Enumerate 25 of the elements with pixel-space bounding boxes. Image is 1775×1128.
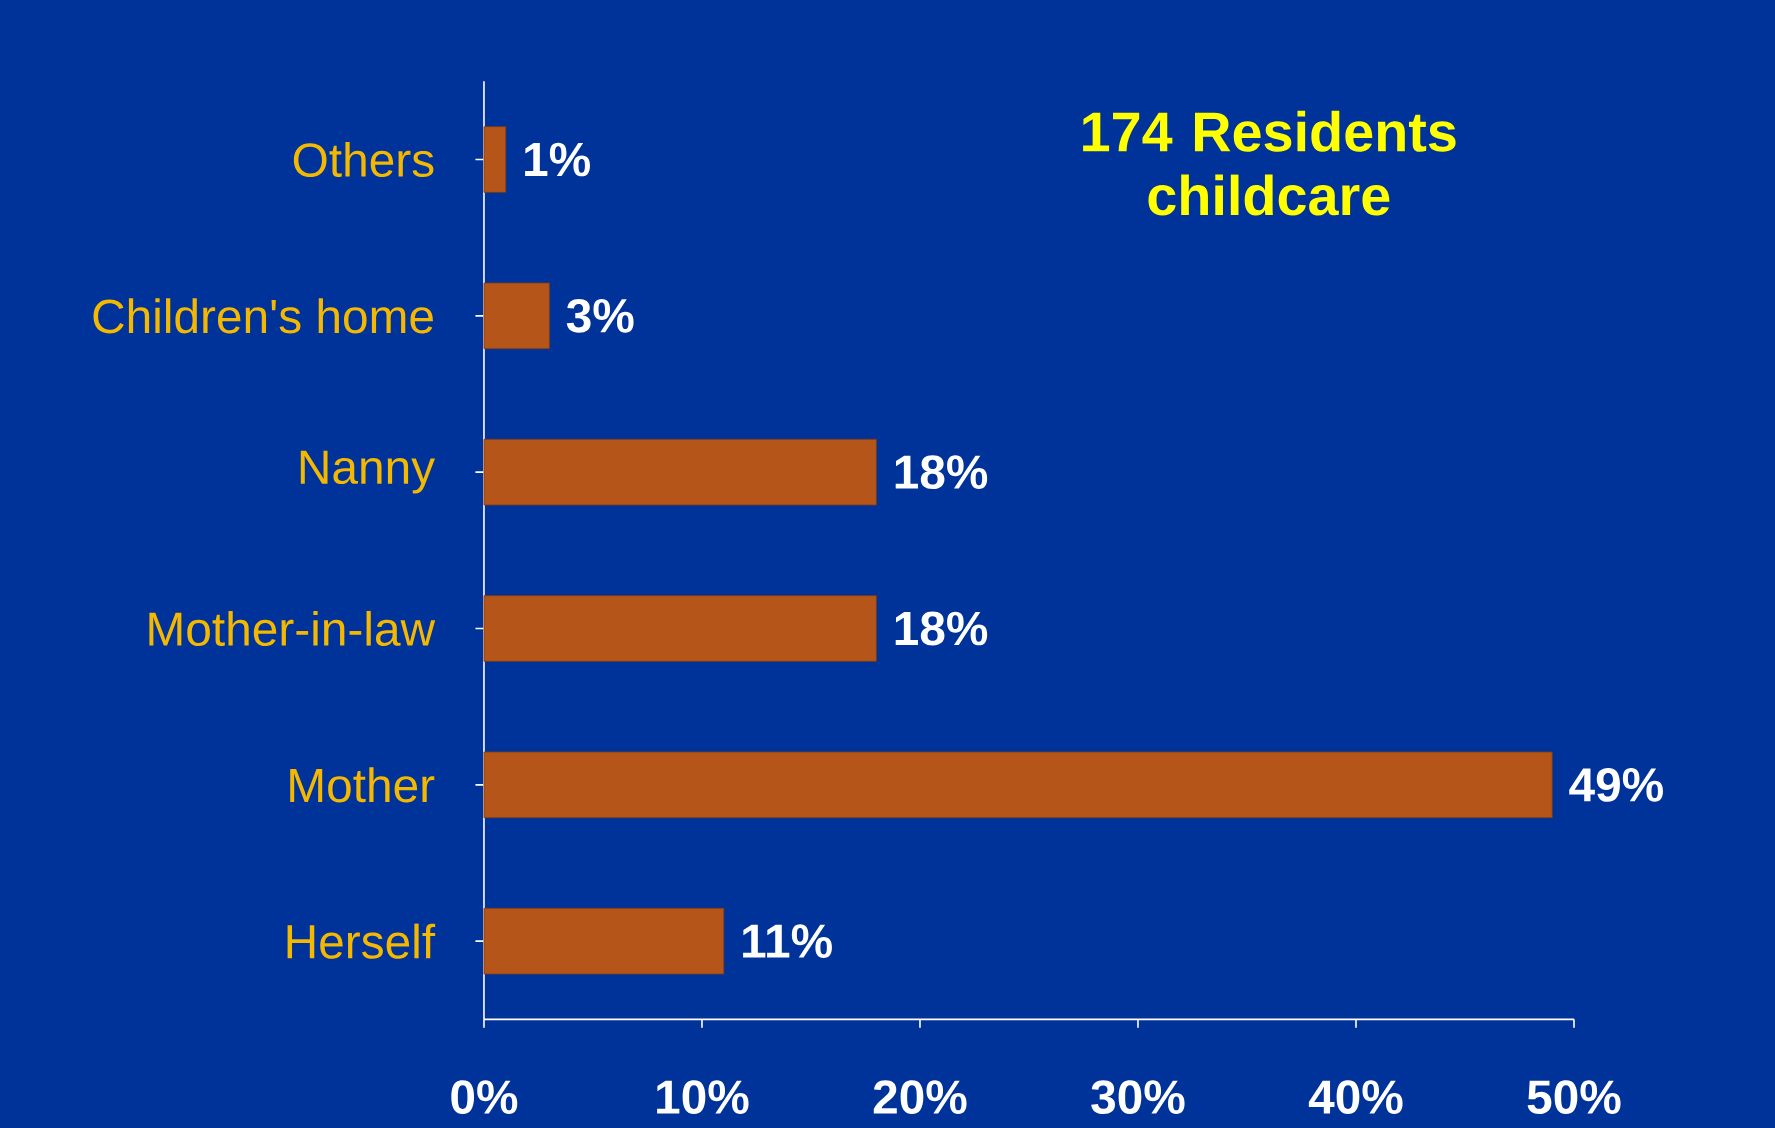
bar — [483, 595, 877, 662]
data-label: 1% — [525, 142, 590, 177]
x-tick-label: 30% — [1091, 1080, 1185, 1115]
data-label: 49% — [1569, 767, 1663, 802]
bar — [483, 282, 550, 350]
data-label: 18% — [895, 455, 988, 490]
data-label: 18% — [895, 611, 988, 646]
x-tick-label: 40% — [1308, 1080, 1403, 1115]
bar — [483, 438, 877, 506]
y-tick-label: Mother — [290, 767, 435, 803]
bar — [483, 126, 507, 193]
y-tick-label: Children's home — [93, 298, 433, 334]
text: 174 Residents childcare — [1083, 110, 1456, 216]
x-tick-label: 0% — [451, 1080, 518, 1115]
x-tick-label: 20% — [873, 1080, 967, 1115]
y-tick-label: Mother-in-law — [149, 610, 436, 647]
y-tick-label: Others — [293, 141, 434, 178]
bar — [483, 751, 1553, 819]
data-label: 11% — [743, 924, 832, 958]
x-tick-label: 10% — [657, 1080, 749, 1115]
x-tick-label: 50% — [1527, 1080, 1621, 1115]
bar — [483, 907, 725, 975]
data-label: 3% — [566, 298, 634, 333]
y-tick-label: Herself — [287, 923, 436, 959]
y-tick-label: Nanny — [300, 450, 435, 494]
